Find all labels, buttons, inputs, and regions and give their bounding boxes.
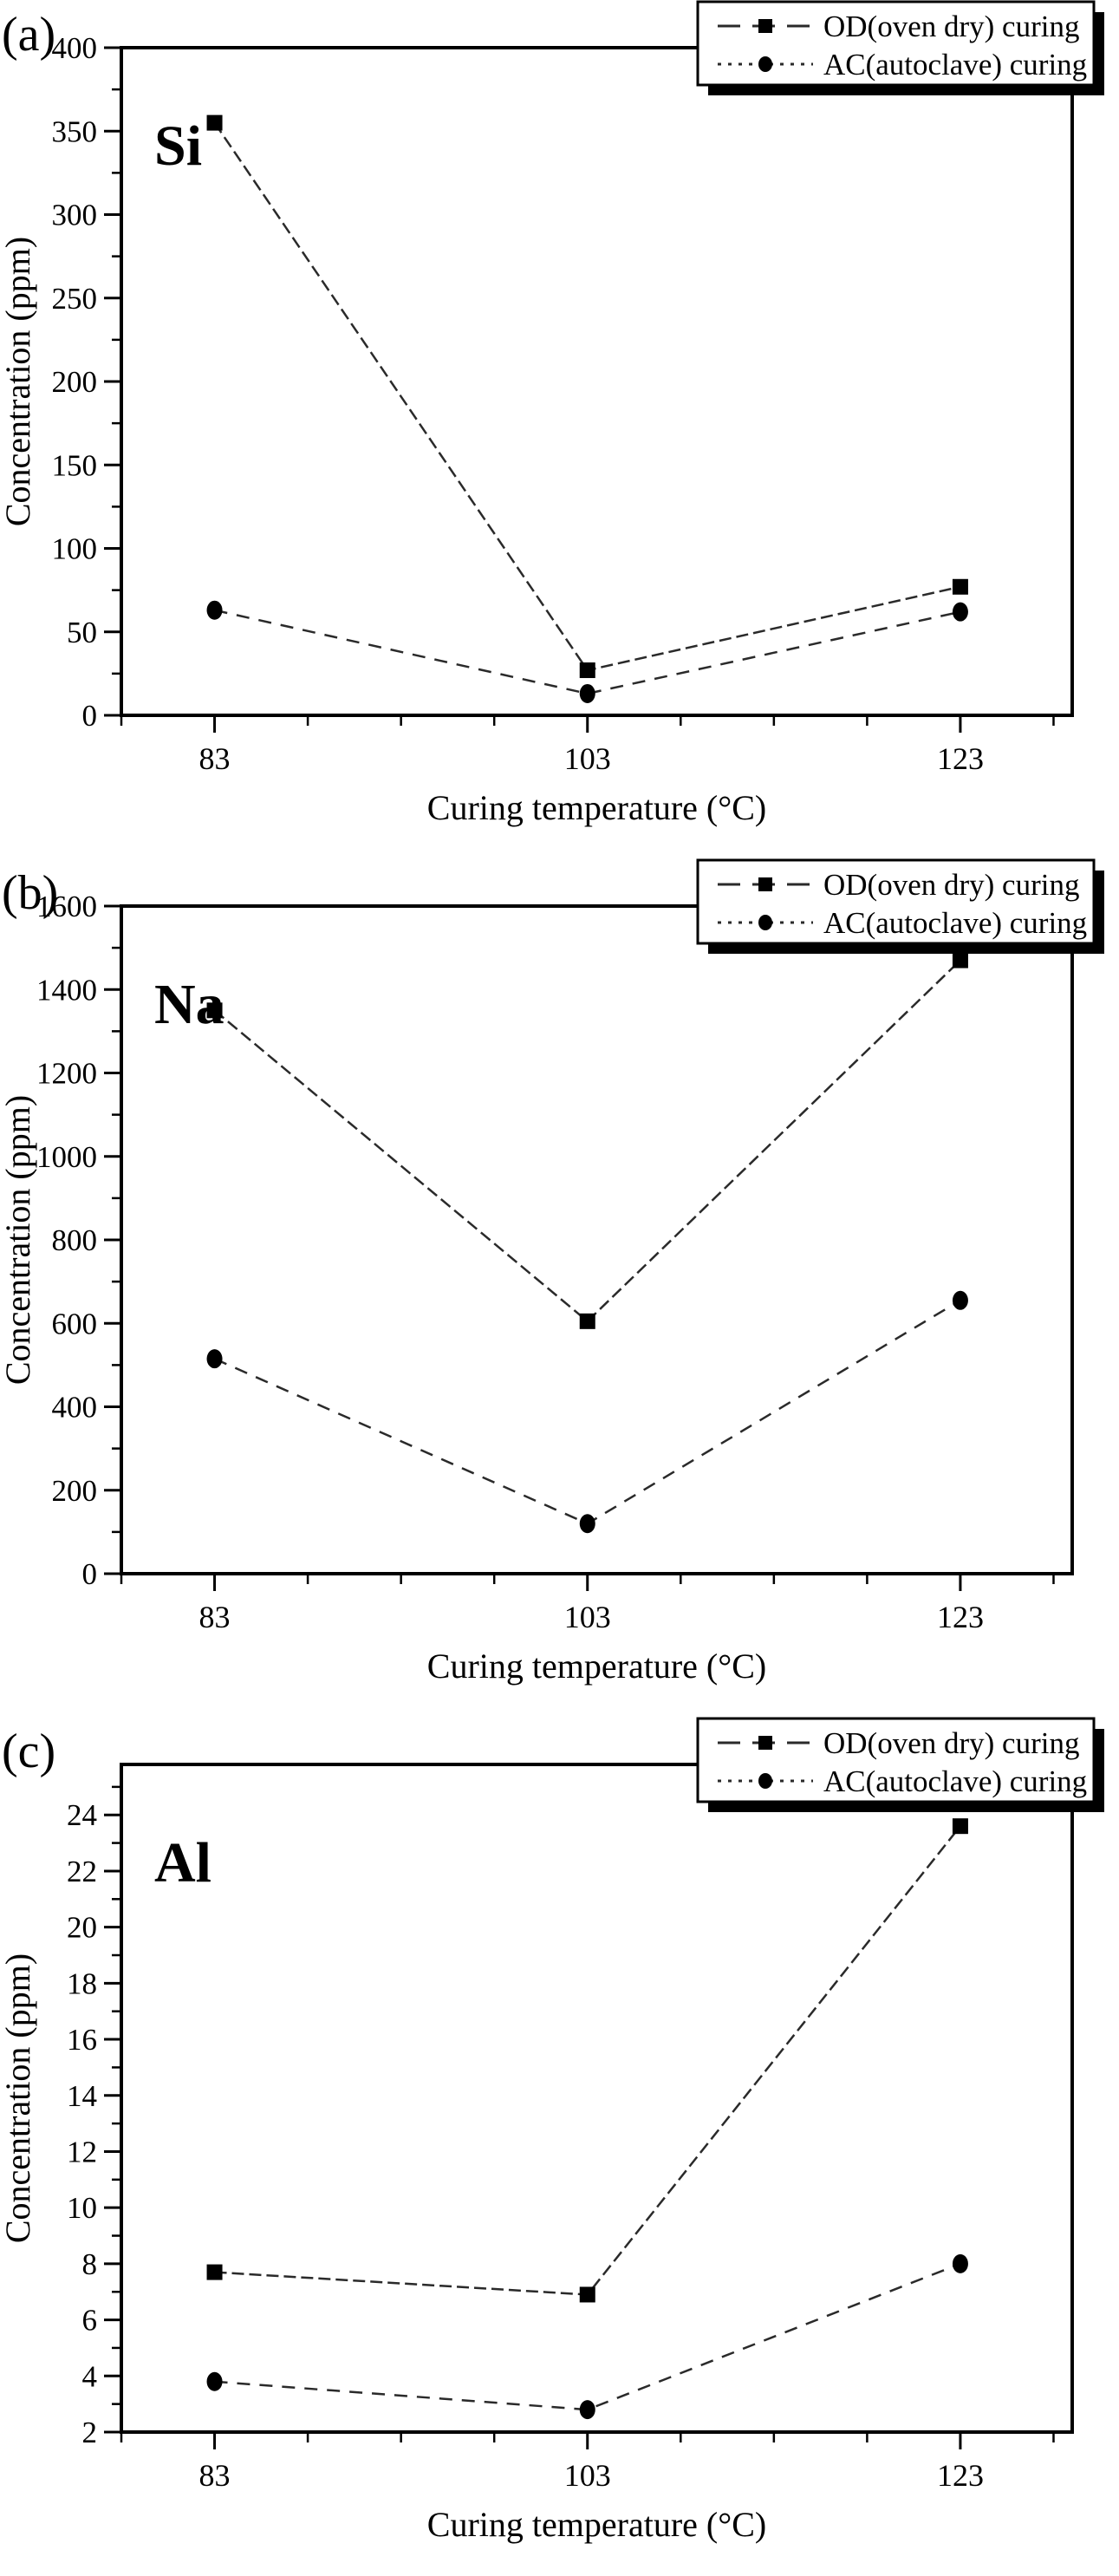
element-title: Al	[154, 1831, 211, 1895]
y-tick-label: 200	[52, 365, 98, 399]
y-tick-label: 10	[67, 2191, 97, 2225]
y-axis-label: Concentration (ppm)	[0, 237, 37, 526]
y-tick-label: 400	[52, 31, 98, 65]
ac-circle-marker	[206, 600, 223, 620]
legend-item-label: OD(oven dry) curing	[823, 10, 1079, 43]
y-tick-label: 1000	[36, 1140, 97, 1174]
od-square-marker	[579, 662, 595, 679]
plot-area	[120, 1763, 1074, 2434]
y-tick-label: 300	[52, 199, 98, 232]
x-tick-label: 123	[937, 741, 984, 776]
legend-square-icon	[758, 1736, 772, 1750]
series-line-ac	[214, 609, 961, 695]
y-axis-label: Concentration (ppm)	[0, 1953, 37, 2243]
y-tick-label: 350	[52, 114, 98, 148]
x-axis-label: Curing temperature (°C)	[427, 2505, 766, 2544]
x-tick-label: 103	[564, 2458, 611, 2493]
legend-item-label: AC(autoclave) curing	[823, 1764, 1087, 1798]
ac-circle-marker	[952, 602, 968, 622]
x-tick-label: 103	[564, 1600, 611, 1634]
legend-item-label: OD(oven dry) curing	[823, 868, 1079, 902]
legend-square-icon	[758, 877, 772, 891]
y-tick-label: 18	[67, 1966, 97, 2000]
y-tick-label: 50	[67, 616, 97, 649]
ac-circle-marker	[579, 1514, 595, 1534]
x-axis-label: Curing temperature (°C)	[427, 1647, 766, 1686]
y-tick-label: 100	[52, 532, 98, 566]
series-line-ac	[214, 2262, 961, 2411]
y-tick-label: 1600	[36, 890, 97, 923]
plot-area	[120, 46, 1074, 717]
x-tick-label: 123	[937, 1600, 984, 1634]
y-tick-label: 4	[82, 2359, 98, 2393]
y-tick-label: 600	[52, 1307, 98, 1340]
y-tick-label: 400	[52, 1391, 98, 1425]
ac-circle-marker	[579, 2400, 595, 2420]
od-square-marker	[579, 1313, 595, 1329]
od-square-marker	[579, 2286, 595, 2303]
y-tick-label: 12	[67, 2135, 97, 2168]
legend-circle-icon	[758, 56, 772, 72]
x-axis-label: Curing temperature (°C)	[427, 788, 766, 827]
ac-circle-marker	[952, 2253, 968, 2273]
y-tick-label: 14	[67, 2079, 97, 2113]
x-tick-label: 83	[199, 1600, 231, 1634]
y-tick-label: 1400	[36, 973, 97, 1007]
legend-item-label: AC(autoclave) curing	[823, 906, 1087, 940]
y-tick-label: 20	[67, 1911, 97, 1945]
y-tick-label: 800	[52, 1223, 98, 1257]
chart-svg: 0 50 100 150 200 250 300 350 400 83 103 123 Si OD(ove…	[0, 0, 1104, 827]
y-tick-label: 8	[82, 2247, 98, 2281]
legend-item-label: AC(autoclave) curing	[823, 48, 1087, 82]
legend-square-icon	[758, 19, 772, 33]
y-tick-label: 250	[52, 282, 98, 316]
element-title: Si	[154, 114, 202, 178]
panel-label: (b)	[2, 866, 58, 920]
chart-panel-c: 2 4 6 8 10 12 14 16 18 20 22 24 83 103 123 Al OD(oven dr…	[0, 1717, 1119, 2576]
od-square-marker	[206, 114, 223, 131]
ac-circle-marker	[952, 1290, 968, 1310]
legend-circle-icon	[758, 1773, 772, 1789]
od-square-marker	[206, 1002, 223, 1019]
legend-circle-icon	[758, 915, 772, 930]
ac-circle-marker	[579, 683, 595, 703]
y-tick-label: 0	[82, 1557, 98, 1591]
x-tick-label: 83	[199, 741, 231, 776]
ac-circle-marker	[206, 2371, 223, 2391]
y-tick-label: 200	[52, 1474, 98, 1508]
od-square-marker	[952, 578, 968, 595]
x-tick-label: 123	[937, 2458, 984, 2493]
od-square-marker	[206, 2264, 223, 2280]
chart-panel-b: 0 200 400 600 800 1000 1200 1400 1600 83 103 123 Na O…	[0, 858, 1119, 1717]
legend-item-label: OD(oven dry) curing	[823, 1726, 1079, 1760]
od-square-marker	[952, 952, 968, 968]
y-tick-label: 16	[67, 2023, 97, 2057]
y-tick-label: 150	[52, 448, 98, 482]
od-square-marker	[952, 1818, 968, 1835]
plot-area	[120, 904, 1074, 1575]
y-axis-label: Concentration (ppm)	[0, 1095, 37, 1385]
y-tick-label: 0	[82, 699, 98, 733]
panel-label: (c)	[2, 1725, 55, 1778]
ac-circle-marker	[206, 1349, 223, 1369]
y-tick-label: 22	[67, 1855, 97, 1888]
y-tick-label: 24	[67, 1798, 97, 1832]
y-tick-label: 2	[82, 2416, 98, 2449]
x-tick-label: 83	[199, 2458, 231, 2493]
chart-panel-a: 0 50 100 150 200 250 300 350 400 83 103 123 Si OD(ove…	[0, 0, 1119, 858]
y-tick-label: 1200	[36, 1057, 97, 1091]
x-tick-label: 103	[564, 741, 611, 776]
y-tick-label: 6	[82, 2304, 98, 2338]
panel-label: (a)	[2, 8, 55, 62]
